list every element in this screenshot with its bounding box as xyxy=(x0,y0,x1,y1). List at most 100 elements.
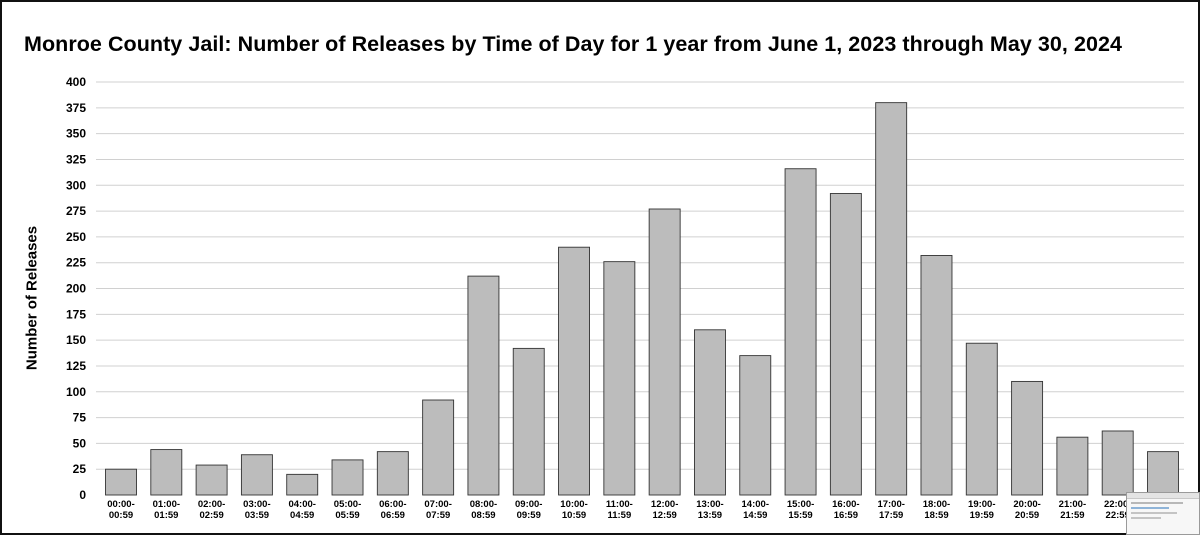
bar xyxy=(829,193,862,496)
bar xyxy=(1011,380,1044,496)
x-tick-label: 11:59 xyxy=(607,510,631,521)
y-axis-ticks: 0 25 50 75 100 125 150 175 200 225 250 275 300 325 350… xyxy=(66,75,86,502)
bar xyxy=(150,449,183,496)
y-tick-label: 250 xyxy=(66,230,86,244)
bar xyxy=(603,261,636,496)
x-tick-label: 22:59 xyxy=(1106,510,1130,521)
x-tick-label: 22:00- xyxy=(1104,499,1131,510)
x-tick-label: 16:59 xyxy=(834,510,858,521)
x-tick-label: 14:00- xyxy=(742,499,769,510)
bar xyxy=(422,399,455,496)
x-tick-label: 06:00- xyxy=(379,499,406,510)
bar xyxy=(105,468,137,496)
bar xyxy=(1101,430,1134,496)
gridlines xyxy=(96,81,1184,470)
x-tick-label: 12:00- xyxy=(651,499,678,510)
x-tick-label: 14:59 xyxy=(743,510,767,521)
x-tick-label: 04:59 xyxy=(290,510,314,521)
bar xyxy=(240,454,273,496)
x-tick-label: 10:00- xyxy=(560,499,587,510)
y-tick-label: 50 xyxy=(73,436,87,450)
y-tick-label: 300 xyxy=(66,178,86,192)
x-tick-label: 21:00- xyxy=(1059,499,1086,510)
y-tick-label: 100 xyxy=(66,385,86,399)
bar xyxy=(558,246,590,496)
thumbnail-line xyxy=(1131,502,1183,504)
bar xyxy=(784,168,817,496)
x-tick-label: 18:59 xyxy=(924,510,948,521)
y-tick-label: 200 xyxy=(66,282,86,296)
bar xyxy=(739,355,772,496)
x-tick-label: 20:59 xyxy=(1015,510,1039,521)
x-tick-label: 01:00- xyxy=(153,499,180,510)
x-tick-label: 03:59 xyxy=(245,510,269,521)
thumbnail-toolbar xyxy=(1127,493,1199,499)
x-tick-label: 10:59 xyxy=(562,510,586,521)
bar xyxy=(965,342,998,496)
x-tick-label: 12:59 xyxy=(652,510,676,521)
x-tick-label: 13:59 xyxy=(698,510,722,521)
chart-title: Monroe County Jail: Number of Releases b… xyxy=(24,32,1123,56)
thumbnail-line xyxy=(1131,507,1169,509)
x-tick-label: 19:59 xyxy=(970,510,994,521)
bar xyxy=(648,208,681,496)
thumbnail-line xyxy=(1131,512,1177,514)
y-tick-label: 400 xyxy=(66,75,86,89)
bar xyxy=(331,459,364,496)
y-tick-label: 0 xyxy=(79,488,86,502)
y-tick-label: 150 xyxy=(66,333,86,347)
bar xyxy=(467,275,500,496)
y-tick-label: 375 xyxy=(66,101,86,115)
bar xyxy=(512,347,545,496)
x-tick-label: 07:00- xyxy=(424,499,451,510)
x-tick-label: 08:59 xyxy=(471,510,495,521)
x-tick-label: 11:00- xyxy=(606,499,633,510)
bars xyxy=(105,102,1179,496)
bar xyxy=(694,329,726,496)
x-tick-label: 21:59 xyxy=(1060,510,1084,521)
y-tick-label: 350 xyxy=(66,127,86,141)
y-tick-label: 175 xyxy=(66,307,86,321)
x-tick-label: 17:00- xyxy=(877,499,904,510)
x-tick-label: 13:00- xyxy=(696,499,723,510)
y-tick-label: 125 xyxy=(66,359,86,373)
bar xyxy=(875,102,908,496)
x-tick-label: 00:00- xyxy=(107,499,134,510)
x-tick-label: 03:00- xyxy=(243,499,270,510)
x-tick-label: 08:00- xyxy=(470,499,497,510)
bar xyxy=(286,473,319,496)
x-tick-label: 00:59 xyxy=(109,510,133,521)
x-tick-label: 01:59 xyxy=(154,510,178,521)
x-axis-ticks: 00:00-00:5901:00-01:5902:00-02:5903:00-0… xyxy=(107,499,1176,521)
bar xyxy=(376,451,409,496)
y-tick-label: 25 xyxy=(73,462,87,476)
x-tick-label: 15:00- xyxy=(787,499,814,510)
y-tick-label: 75 xyxy=(73,411,87,425)
x-tick-label: 05:00- xyxy=(334,499,361,510)
x-tick-label: 09:00- xyxy=(515,499,542,510)
y-tick-label: 275 xyxy=(66,204,86,218)
bar xyxy=(920,255,953,496)
x-tick-label: 17:59 xyxy=(879,510,903,521)
x-tick-label: 02:00- xyxy=(198,499,225,510)
x-tick-label: 07:59 xyxy=(426,510,450,521)
x-tick-label: 20:00- xyxy=(1013,499,1040,510)
thumbnail-line xyxy=(1131,517,1161,519)
bar xyxy=(1147,451,1179,496)
x-tick-label: 09:59 xyxy=(517,510,541,521)
x-tick-label: 18:00- xyxy=(923,499,950,510)
x-tick-label: 06:59 xyxy=(381,510,405,521)
bar xyxy=(1056,436,1089,496)
y-tick-label: 225 xyxy=(66,256,86,270)
x-tick-label: 15:59 xyxy=(788,510,812,521)
x-tick-label: 19:00- xyxy=(968,499,995,510)
x-tick-label: 05:59 xyxy=(335,510,359,521)
x-tick-label: 02:59 xyxy=(199,510,223,521)
x-tick-label: 04:00- xyxy=(288,499,315,510)
window-thumbnail[interactable] xyxy=(1126,492,1200,535)
y-tick-label: 325 xyxy=(66,152,86,166)
bar xyxy=(195,464,228,496)
x-tick-label: 16:00- xyxy=(832,499,859,510)
